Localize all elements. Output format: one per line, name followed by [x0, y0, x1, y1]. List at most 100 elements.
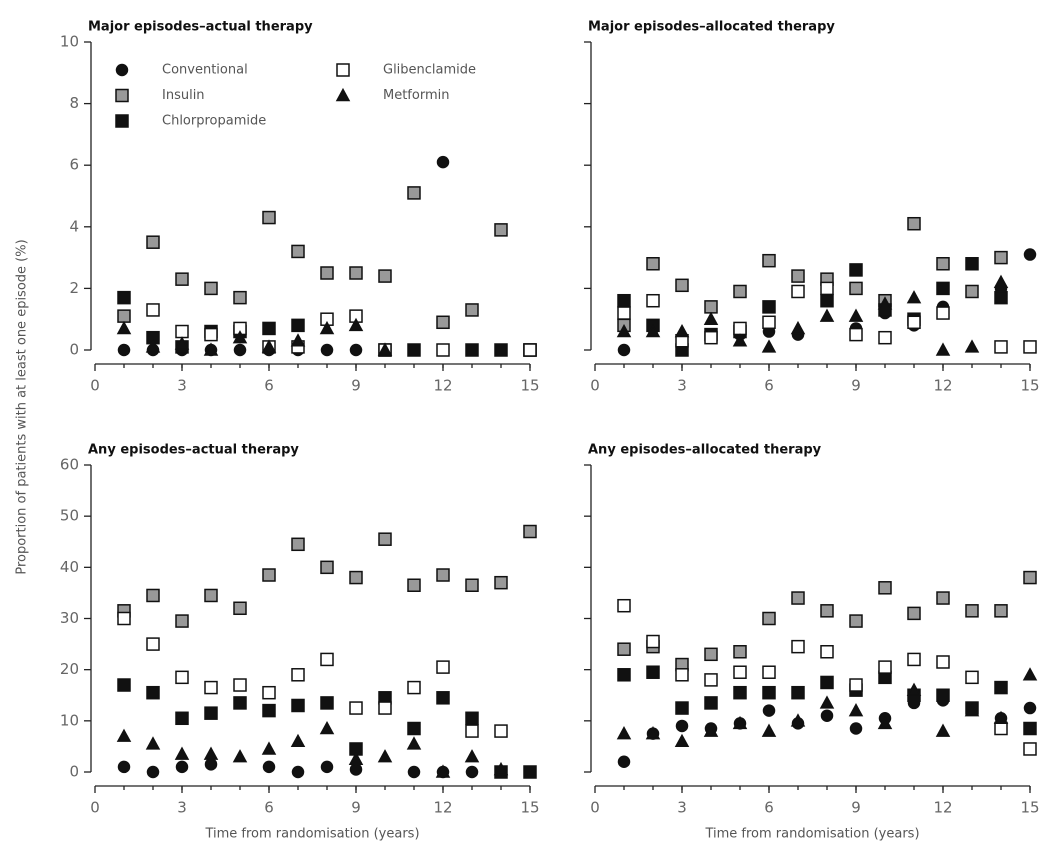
- point: [1023, 570, 1037, 585]
- point: [907, 606, 921, 621]
- point: [762, 315, 776, 330]
- point: [907, 315, 921, 330]
- point: [762, 300, 776, 314]
- point: [436, 660, 450, 674]
- point: [964, 703, 980, 717]
- point: [993, 710, 1009, 725]
- x-tick-label: 9: [351, 377, 361, 395]
- point: [146, 235, 160, 249]
- legend-marker: [115, 63, 129, 77]
- point: [175, 324, 189, 339]
- x-tick-label: 0: [590, 377, 600, 395]
- point: [993, 274, 1009, 288]
- legend-label: Conventional: [162, 63, 248, 78]
- point: [465, 724, 479, 738]
- point: [494, 575, 508, 590]
- y-tick-label: 40: [60, 558, 79, 576]
- point: [262, 210, 276, 225]
- x-tick-label: 12: [433, 799, 452, 817]
- point: [936, 281, 950, 296]
- x-tick-label: 0: [590, 799, 600, 817]
- x-tick-label: 3: [177, 377, 187, 395]
- x-tick-label: 0: [90, 799, 100, 817]
- point: [936, 688, 950, 702]
- legend-marker: [115, 88, 129, 103]
- point: [349, 763, 363, 776]
- point: [290, 733, 306, 748]
- point: [617, 668, 631, 682]
- point: [146, 588, 160, 603]
- point: [994, 250, 1008, 265]
- point: [1023, 701, 1037, 715]
- point: [378, 269, 392, 283]
- x-tick-label: 6: [764, 377, 774, 395]
- point: [465, 343, 479, 357]
- point: [733, 645, 747, 659]
- point: [145, 736, 161, 750]
- legend-label: Chlorpropamide: [162, 114, 266, 129]
- point: [617, 642, 631, 656]
- point: [762, 704, 776, 717]
- point: [320, 652, 334, 667]
- point: [407, 343, 421, 357]
- point: [733, 284, 747, 299]
- point: [407, 186, 421, 200]
- point: [175, 760, 189, 774]
- point: [675, 278, 689, 293]
- point: [732, 715, 748, 730]
- point: [704, 673, 718, 687]
- point: [233, 290, 247, 305]
- point: [790, 713, 806, 727]
- point: [1023, 742, 1037, 756]
- point: [907, 652, 921, 667]
- point: [877, 715, 893, 730]
- point: [291, 244, 305, 259]
- x-tick-label: 6: [264, 799, 274, 817]
- point: [320, 343, 334, 357]
- point: [145, 339, 161, 353]
- point: [465, 578, 479, 592]
- point: [878, 330, 892, 345]
- point: [762, 665, 776, 679]
- y-tick-label: 50: [60, 507, 79, 525]
- point: [849, 281, 863, 296]
- point: [704, 330, 718, 345]
- point: [674, 323, 690, 338]
- point: [262, 760, 276, 774]
- point: [878, 581, 892, 595]
- point: [523, 524, 537, 539]
- point: [820, 293, 834, 308]
- point: [762, 611, 776, 626]
- y-tick-label: 8: [69, 94, 79, 112]
- point: [617, 598, 631, 613]
- point: [175, 614, 189, 628]
- point: [291, 698, 305, 713]
- point: [820, 604, 834, 618]
- point: [117, 611, 131, 626]
- point: [146, 765, 160, 779]
- point: [761, 723, 777, 737]
- point: [465, 303, 479, 317]
- point: [523, 765, 537, 779]
- point: [262, 685, 276, 700]
- point: [204, 758, 218, 771]
- point: [820, 281, 834, 296]
- point: [994, 721, 1008, 736]
- point: [733, 321, 747, 336]
- point: [464, 749, 480, 763]
- point: [733, 685, 747, 700]
- point: [646, 257, 660, 271]
- point: [204, 588, 218, 603]
- point: [349, 701, 363, 715]
- point: [907, 216, 921, 231]
- point: [233, 678, 247, 692]
- point: [994, 604, 1008, 618]
- point: [1023, 340, 1037, 354]
- point: [407, 721, 421, 736]
- legend-label: Insulin: [162, 88, 205, 103]
- point: [320, 760, 334, 774]
- point: [646, 634, 660, 649]
- point: [117, 309, 131, 323]
- point: [935, 342, 951, 356]
- x-tick-label: 12: [433, 377, 452, 395]
